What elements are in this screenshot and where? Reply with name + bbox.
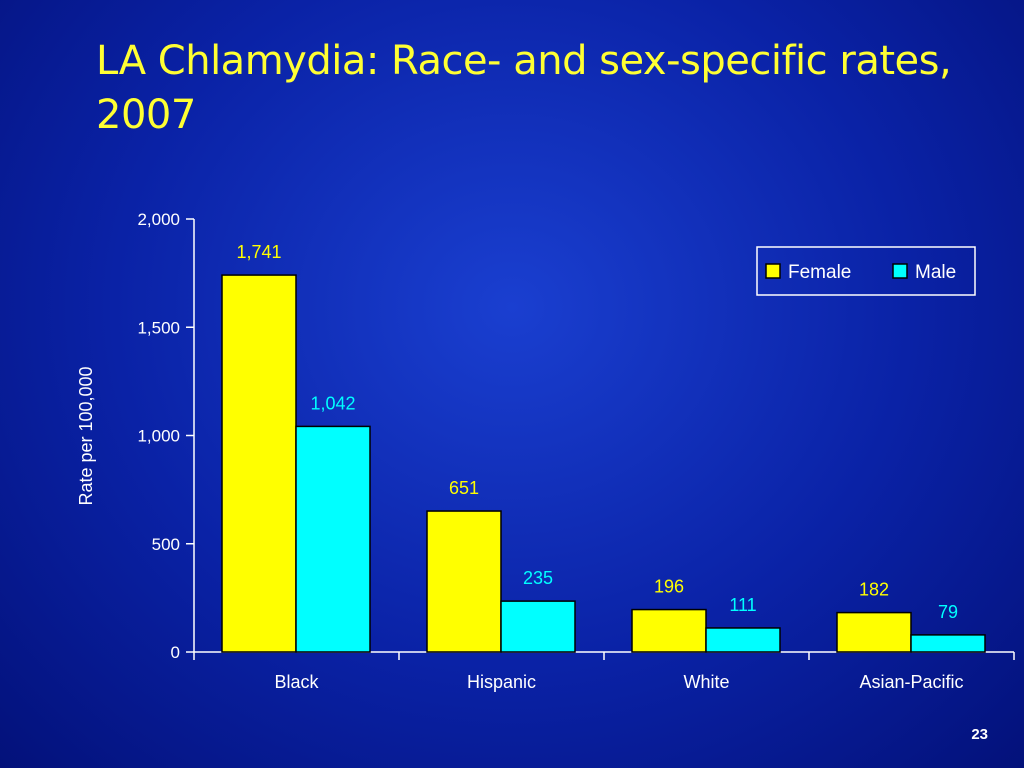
y-tick-label: 2,000 bbox=[137, 210, 180, 229]
legend-swatch-male bbox=[892, 263, 908, 279]
bar-male bbox=[705, 627, 781, 653]
legend-swatch-female bbox=[765, 263, 781, 279]
data-label-female: 196 bbox=[654, 577, 684, 597]
x-tick-label: Black bbox=[274, 672, 319, 692]
legend-label-male: Male bbox=[915, 262, 956, 283]
y-tick-label: 1,000 bbox=[137, 427, 180, 446]
data-label-male: 79 bbox=[938, 602, 958, 622]
y-tick-label: 0 bbox=[171, 643, 180, 662]
y-tick-label: 1,500 bbox=[137, 318, 180, 337]
slide-number: 23 bbox=[971, 726, 988, 743]
bar-male bbox=[910, 634, 986, 653]
data-label-male: 235 bbox=[523, 568, 553, 588]
x-tick-label: Asian-Pacific bbox=[859, 672, 963, 692]
x-tick-label: White bbox=[683, 672, 729, 692]
bar-male bbox=[295, 425, 371, 653]
x-tick-label: Hispanic bbox=[467, 672, 536, 692]
data-label-male: 1,042 bbox=[310, 393, 355, 413]
slide-title: LA Chlamydia: Race- and sex-specific rat… bbox=[96, 38, 952, 138]
data-label-female: 1,741 bbox=[236, 242, 281, 262]
y-axis-label: Rate per 100,000 bbox=[76, 366, 96, 505]
legend-box bbox=[756, 246, 976, 296]
bar-male bbox=[500, 600, 576, 653]
data-label-female: 651 bbox=[449, 478, 479, 498]
legend-label-female: Female bbox=[788, 262, 851, 283]
bar-female bbox=[426, 510, 502, 653]
bar-female bbox=[631, 608, 707, 653]
bar-female bbox=[221, 274, 297, 653]
data-label-male: 111 bbox=[729, 595, 756, 615]
data-label-female: 182 bbox=[859, 580, 889, 600]
y-tick-label: 500 bbox=[152, 535, 180, 554]
bar-female bbox=[836, 611, 912, 653]
